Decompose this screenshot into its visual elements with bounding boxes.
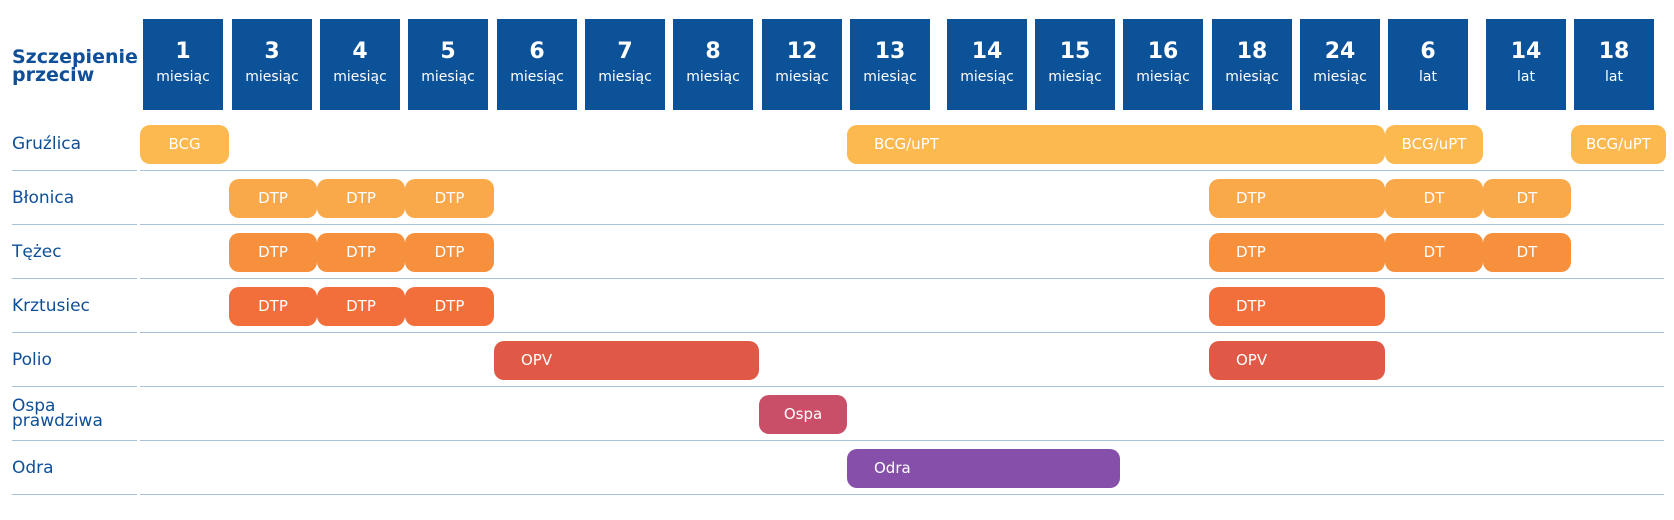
column-header-number: 16 (1147, 39, 1179, 64)
row-divider (12, 224, 137, 225)
column-header-unit: miesiąc (1136, 69, 1190, 85)
schedule-bar: OPV (1209, 341, 1385, 380)
column-header-number: 14 (971, 39, 1003, 64)
schedule-bar: Odra (847, 449, 1120, 488)
row-divider (12, 386, 137, 387)
schedule-bar: BCG (140, 125, 229, 164)
column-header-number: 6 (529, 39, 545, 64)
column-header: 1 miesiąc (143, 19, 223, 110)
row-divider (12, 278, 137, 279)
row-divider (140, 494, 1664, 495)
column-header-number: 1 (175, 39, 191, 64)
column-header: 7 miesiąc (585, 19, 665, 110)
column-header-unit: miesiąc (333, 69, 387, 85)
column-header: 18 miesiąc (1212, 19, 1292, 110)
column-header: 24 miesiąc (1300, 19, 1380, 110)
row-label: Polio (12, 349, 52, 370)
column-header: 3 miesiąc (232, 19, 312, 110)
column-header-unit: miesiąc (1225, 69, 1279, 85)
column-header-unit: miesiąc (245, 69, 299, 85)
column-header-unit: miesiąc (863, 69, 917, 85)
row-divider (140, 224, 1664, 225)
schedule-bar: DTP (405, 287, 494, 326)
column-header: 12 miesiąc (762, 19, 842, 110)
schedule-bar: DTP (317, 179, 405, 218)
row-label: Tężec (12, 241, 62, 262)
column-header-number: 5 (440, 39, 456, 64)
column-header-number: 18 (1598, 39, 1630, 64)
column-header: 8 miesiąc (673, 19, 753, 110)
schedule-bar: DT (1385, 233, 1483, 272)
row-label: Krztusiec (12, 295, 90, 316)
column-header-number: 7 (617, 39, 633, 64)
column-header-number: 15 (1059, 39, 1091, 64)
schedule-bar: Ospa (759, 395, 847, 434)
row-label: Gruźlica (12, 133, 82, 154)
column-header: 4 miesiąc (320, 19, 400, 110)
column-header-unit: miesiąc (510, 69, 564, 85)
schedule-bar: DTP (229, 287, 317, 326)
column-header-number: 3 (264, 39, 280, 64)
schedule-bar: BCG/uPT (847, 125, 1385, 164)
column-header-unit: lat (1419, 69, 1437, 85)
schedule-bar: DT (1483, 179, 1571, 218)
row-divider (140, 170, 1664, 171)
schedule-bar: DTP (229, 179, 317, 218)
column-header-number: 14 (1510, 39, 1542, 64)
column-header-unit: miesiąc (156, 69, 210, 85)
column-header: 6 miesiąc (497, 19, 577, 110)
column-header-number: 12 (786, 39, 818, 64)
column-header-unit: miesiąc (1313, 69, 1367, 85)
column-header-number: 18 (1236, 39, 1268, 64)
schedule-bar: DTP (405, 233, 494, 272)
schedule-bar: BCG/uPT (1571, 125, 1666, 164)
row-label: Odra (12, 457, 54, 478)
column-header-unit: lat (1605, 69, 1623, 85)
schedule-bar: DTP (229, 233, 317, 272)
row-divider (140, 278, 1664, 279)
column-header-number: 24 (1324, 39, 1356, 64)
schedule-bar: DTP (1209, 179, 1385, 218)
row-divider (12, 494, 137, 495)
schedule-bar: DTP (1209, 233, 1385, 272)
column-header: 13 miesiąc (850, 19, 930, 110)
row-divider (12, 332, 137, 333)
column-header: 14 lat (1486, 19, 1566, 110)
row-label: Błonica (12, 187, 75, 208)
column-header: 6 lat (1388, 19, 1468, 110)
row-divider (140, 440, 1664, 441)
schedule-bar: OPV (494, 341, 759, 380)
schedule-bar: DTP (317, 233, 405, 272)
column-header: 5 miesiąc (408, 19, 488, 110)
row-label: Ospa prawdziwa (12, 396, 103, 431)
corner-label: Szczepienie przeciw (12, 46, 138, 86)
row-divider (140, 386, 1664, 387)
column-header: 18 lat (1574, 19, 1654, 110)
schedule-bar: DTP (405, 179, 494, 218)
column-header-number: 4 (352, 39, 368, 64)
schedule-bar: DT (1483, 233, 1571, 272)
column-header: 14 miesiąc (947, 19, 1027, 110)
column-header-unit: lat (1517, 69, 1535, 85)
column-header-number: 8 (705, 39, 721, 64)
column-header-number: 6 (1420, 39, 1436, 64)
column-header: 16 miesiąc (1123, 19, 1203, 110)
column-header-number: 13 (874, 39, 906, 64)
row-divider (12, 170, 137, 171)
schedule-bar: BCG/uPT (1385, 125, 1483, 164)
row-divider (12, 440, 137, 441)
column-header-unit: miesiąc (598, 69, 652, 85)
column-header-unit: miesiąc (960, 69, 1014, 85)
column-header-unit: miesiąc (775, 69, 829, 85)
row-divider (140, 332, 1664, 333)
column-header: 15 miesiąc (1035, 19, 1115, 110)
schedule-bar: DTP (317, 287, 405, 326)
column-header-unit: miesiąc (421, 69, 475, 85)
column-header-unit: miesiąc (1048, 69, 1102, 85)
schedule-bar: DT (1385, 179, 1483, 218)
schedule-bar: DTP (1209, 287, 1385, 326)
column-header-unit: miesiąc (686, 69, 740, 85)
